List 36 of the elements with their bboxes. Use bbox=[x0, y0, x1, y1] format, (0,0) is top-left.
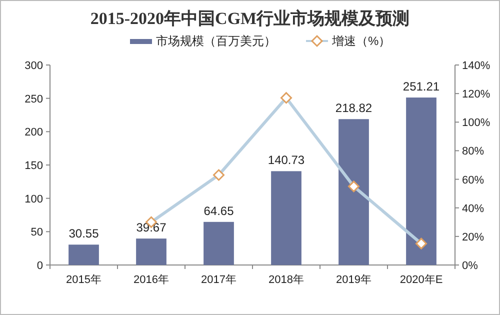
x-tick-label: 2020年E bbox=[400, 274, 443, 286]
bar bbox=[68, 244, 99, 265]
y2-tick-label: 60% bbox=[462, 174, 484, 186]
x-tick-label: 2017年 bbox=[201, 274, 236, 286]
y2-tick-label: 40% bbox=[462, 202, 484, 215]
x-tick-label: 2018年 bbox=[268, 274, 304, 286]
legend-label: 增速（%） bbox=[331, 34, 391, 48]
bar bbox=[204, 222, 234, 265]
data-label: 39.67 bbox=[136, 220, 167, 235]
y-tick-label: 150 bbox=[24, 160, 43, 172]
y2-tick-label: 20% bbox=[462, 231, 484, 244]
x-tick-label: 2019年 bbox=[336, 274, 372, 286]
bar bbox=[338, 119, 369, 265]
data-label: 251.21 bbox=[402, 80, 440, 94]
x-tick-label: 2016年 bbox=[134, 274, 169, 286]
bar bbox=[271, 171, 302, 265]
y-tick-label: 250 bbox=[24, 93, 43, 106]
y2-tick-label: 120% bbox=[462, 88, 490, 101]
y-tick-label: 300 bbox=[24, 60, 43, 72]
data-label: 218.82 bbox=[335, 101, 372, 116]
chart-title: 2015-2020年中国CGM行业市场规模及预测 bbox=[90, 9, 410, 28]
y2-tick-label: 100% bbox=[462, 117, 490, 130]
x-tick-label: 2015年 bbox=[66, 274, 102, 286]
data-label: 30.55 bbox=[68, 226, 100, 241]
bar bbox=[406, 98, 436, 265]
y-tick-label: 100 bbox=[24, 193, 43, 206]
legend-label: 市场规模（百万美元） bbox=[156, 34, 276, 48]
y2-tick-label: 80% bbox=[462, 146, 484, 158]
y-tick-label: 50 bbox=[30, 226, 43, 239]
data-label: 140.73 bbox=[268, 153, 305, 168]
y-tick-label: 200 bbox=[24, 126, 43, 139]
y-tick-label: 0 bbox=[36, 260, 43, 272]
y2-tick-label: 0% bbox=[462, 260, 478, 272]
bar bbox=[136, 238, 166, 265]
data-label: 64.65 bbox=[204, 204, 234, 218]
y2-tick-label: 140% bbox=[462, 60, 490, 72]
